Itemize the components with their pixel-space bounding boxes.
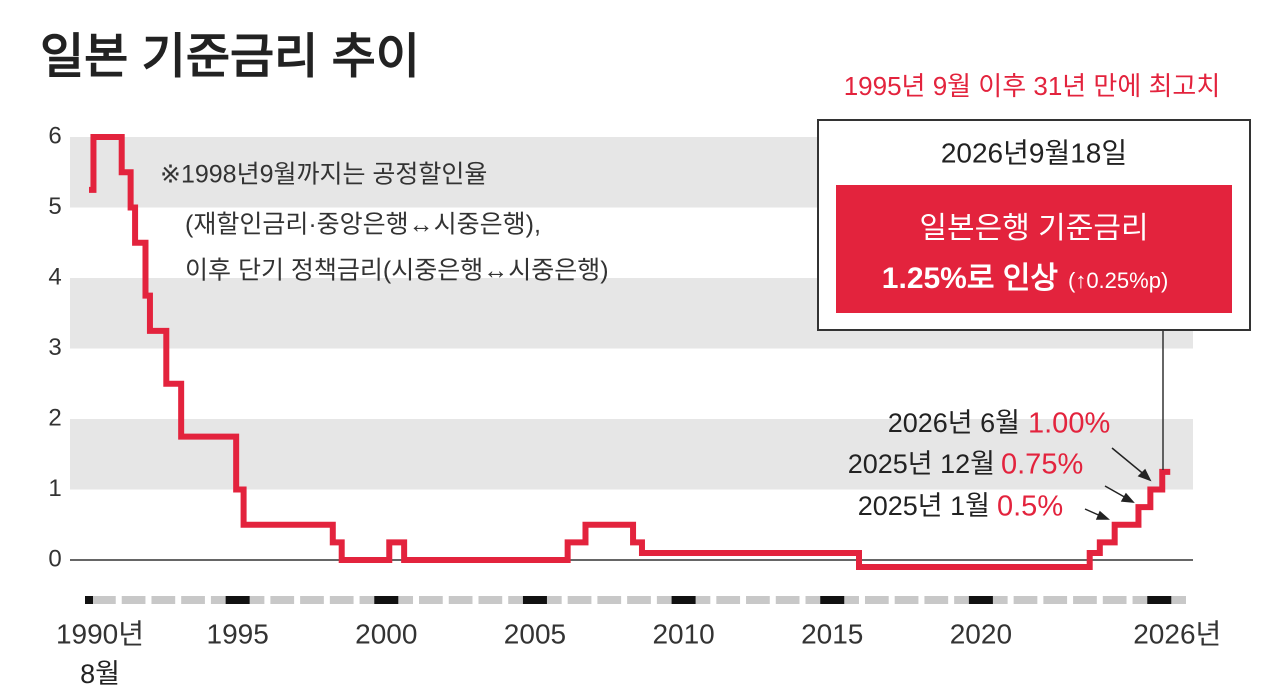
timeline-segment: [240, 596, 265, 604]
timeline-segment: [716, 596, 741, 604]
note-line: 이후 단기 정책금리(시중은행↔시중은행): [185, 257, 609, 285]
timeline-segment: [775, 596, 800, 604]
timeline-segment: [151, 596, 176, 604]
x-tick-label: 2010: [652, 618, 714, 649]
x-tick-label: 2005: [504, 618, 566, 649]
timeline-segment: [567, 596, 592, 604]
arrow: [1111, 447, 1147, 477]
timeline-segment: [329, 596, 354, 604]
y-tick-label: 4: [48, 263, 61, 290]
callout-label: 2026년 6월: [888, 408, 1020, 438]
timeline-segment: [1043, 596, 1068, 604]
box-change: (↑0.25%p): [1068, 268, 1168, 293]
timeline-segment: [805, 596, 830, 604]
x-tick-label: 2000: [355, 618, 417, 649]
timeline-segment: [537, 596, 562, 604]
callout-rate: 0.75%: [1001, 449, 1083, 481]
timeline-segment: [1132, 596, 1157, 604]
y-tick-label: 6: [48, 122, 61, 149]
timeline-segment: [448, 596, 473, 604]
box-panel: [836, 185, 1232, 313]
timeline-segment: [389, 596, 414, 604]
timeline-segment: [983, 596, 1008, 604]
x-tick-label: 1990년: [56, 618, 144, 649]
grid-band: [70, 419, 1193, 490]
callout-label: 2025년 1월: [858, 491, 990, 521]
y-tick-label: 3: [48, 334, 61, 361]
timeline-segment: [300, 596, 324, 604]
timeline-segment: [181, 596, 205, 604]
headline: 1995년 9월 이후 31년 만에 최고치: [844, 71, 1221, 101]
timeline-segment: [359, 596, 384, 604]
box-title: 일본은행 기준금리: [919, 212, 1148, 245]
x-tick-label: 2026년: [1133, 618, 1221, 649]
note-line: ※1998년9월까지는 공정할인율: [160, 161, 487, 189]
x-tick-label: 1995: [207, 618, 269, 649]
x-tick-mark: [1147, 596, 1172, 604]
y-tick-label: 1: [48, 475, 61, 502]
x-tick-mark: [671, 596, 696, 604]
timeline-segment: [656, 596, 681, 604]
arrow-head: [1095, 510, 1110, 520]
timeline-segment: [508, 596, 532, 604]
plot-layer: 1990년 1995 2000 2005 2010 2015 2020 2026년: [56, 134, 1221, 649]
rate-line: [89, 134, 1171, 571]
timeline-segment: [478, 596, 503, 604]
x-tick-mark: [225, 596, 250, 604]
timeline-segment: [597, 596, 622, 604]
timeline-segment: [210, 596, 235, 604]
x-tick-label: 2015: [801, 618, 863, 649]
arrow-head: [1120, 492, 1135, 503]
y-tick-label: 2: [48, 404, 61, 431]
x-tick-mark: [85, 596, 93, 604]
timeline-segment: [924, 596, 949, 604]
chart-title: 일본 기준금리 추이: [40, 31, 420, 84]
y-tick-label: 0: [48, 545, 61, 572]
timeline-segment: [954, 596, 978, 604]
timeline-segment: [686, 596, 711, 604]
x-tick-label: 2020: [950, 618, 1012, 649]
arrow-head: [1137, 468, 1152, 482]
timeline-segment: [627, 596, 651, 604]
callout-label: 2025년 12월: [848, 449, 995, 479]
callout-rate: 1.00%: [1028, 408, 1110, 440]
timeline-segment: [92, 596, 116, 604]
timeline-segment: [1013, 596, 1038, 604]
x-tick-mark: [968, 596, 993, 604]
arrows: [1084, 447, 1152, 520]
y-tick-label: 5: [48, 193, 61, 220]
x-tick-mark: [522, 596, 547, 604]
callout-rate: 0.5%: [997, 491, 1063, 523]
timeline-segment: [864, 596, 889, 604]
x-start-note: 8월: [80, 659, 120, 689]
x-tick-mark: [820, 596, 845, 604]
note-line: (재할인금리·중앙은행↔시중은행),: [185, 211, 541, 239]
timeline-segment: [121, 596, 146, 604]
timeline-segment: [746, 596, 770, 604]
timeline-segment: [1073, 596, 1097, 604]
timeline-segment: [419, 596, 443, 604]
x-tick-mark: [374, 596, 399, 604]
timeline-segment: [270, 596, 295, 604]
box-date: 2026년9월18일: [941, 137, 1127, 168]
timeline-segment: [894, 596, 919, 604]
box-rate: 1.25%로 인상: [882, 262, 1059, 295]
timeline-segment: [1102, 596, 1127, 604]
timeline-segment: [835, 596, 859, 604]
timeline-segment: [1162, 596, 1186, 604]
